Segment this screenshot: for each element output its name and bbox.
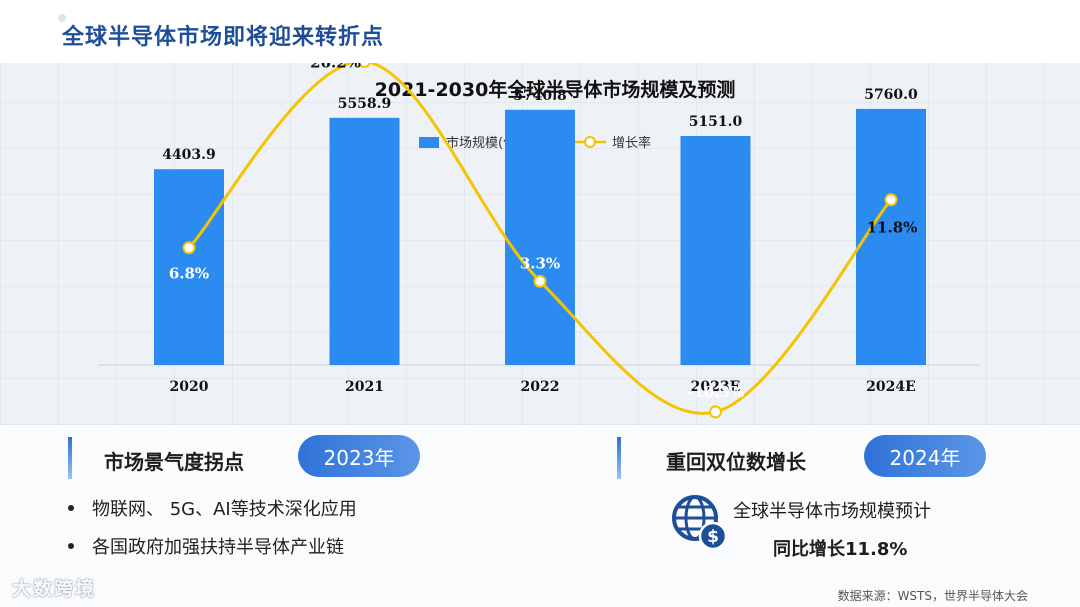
right-panel-title: 重回双位数增长 <box>666 450 806 474</box>
bullet-text: 物联网、 5G、AI等技术深化应用 <box>92 499 357 520</box>
chart-area: 2021-2030年全球半导体市场规模及预测 市场规模(亿美元) 增长率 4403.9… <box>0 63 1080 425</box>
list-item: 物联网、 5G、AI等技术深化应用 <box>68 495 357 521</box>
bar <box>329 117 400 365</box>
legend-line-marker <box>584 136 596 148</box>
growth-rate-point <box>884 193 898 207</box>
header-decoration <box>58 14 66 22</box>
bullet-dot <box>68 505 74 511</box>
growth-rate-point <box>358 63 371 68</box>
forecast-text: 全球半导体市场规模预计 <box>733 501 931 522</box>
left-panel-title: 市场景气度拐点 <box>104 450 244 474</box>
growth-rate-label: -10.3% <box>687 383 744 401</box>
watermark: 大数跨境 <box>12 578 97 600</box>
x-tick-label: 2023E <box>691 379 741 395</box>
growth-rate-label: 26.2% <box>310 63 361 71</box>
chart-title: 2021-2030年全球半导体市场规模及预测 <box>375 78 736 101</box>
page-title: 全球半导体市场即将迎来转折点 <box>62 25 385 50</box>
growth-rate-point <box>533 274 547 288</box>
bar <box>856 108 926 365</box>
bar-value-label: 5740.8 <box>513 88 567 104</box>
globe-dollar-icon: $ <box>672 495 728 551</box>
bar <box>680 135 751 365</box>
growth-rate-label: 11.8% <box>867 219 918 237</box>
x-tick-label: 2020 <box>170 379 209 395</box>
bar-value-label: 4403.9 <box>162 147 216 163</box>
forecast-growth: 同比增长11.8% <box>773 539 908 560</box>
bullet-dot <box>68 543 74 549</box>
data-source: 数据来源：WSTS，世界半导体大会 <box>837 589 1028 603</box>
growth-rate-label: 6.8% <box>169 265 209 283</box>
legend-line-label: 增长率 <box>612 135 651 151</box>
year-badge-2023: 2023年 <box>298 435 420 477</box>
left-panel-accent <box>68 437 72 479</box>
growth-rate-point <box>182 241 196 255</box>
list-item: 各国政府加强扶持半导体产业链 <box>68 533 344 559</box>
x-tick-label: 2024E <box>866 379 916 395</box>
right-panel-accent <box>617 437 621 479</box>
growth-rate-point <box>709 405 722 419</box>
bottom-panels: 市场景气度拐点 2023年 物联网、 5G、AI等技术深化应用 各国政府加强扶持… <box>0 425 1080 607</box>
bullet-text: 各国政府加强扶持半导体产业链 <box>92 537 344 558</box>
bar <box>154 169 224 365</box>
bar-value-label: 5558.9 <box>338 96 392 112</box>
year-badge-2024: 2024年 <box>864 435 986 477</box>
x-tick-label: 2021 <box>345 379 384 395</box>
header: 全球半导体市场即将迎来转折点 <box>0 0 1080 62</box>
growth-rate-label: 3.3% <box>520 254 560 272</box>
bar-value-label: 5760.0 <box>864 87 918 103</box>
legend-bar-swatch <box>419 137 439 148</box>
bar <box>505 109 575 365</box>
svg-text:$: $ <box>707 527 719 547</box>
bar-value-label: 5151.0 <box>689 114 743 130</box>
x-tick-label: 2022 <box>521 379 560 395</box>
